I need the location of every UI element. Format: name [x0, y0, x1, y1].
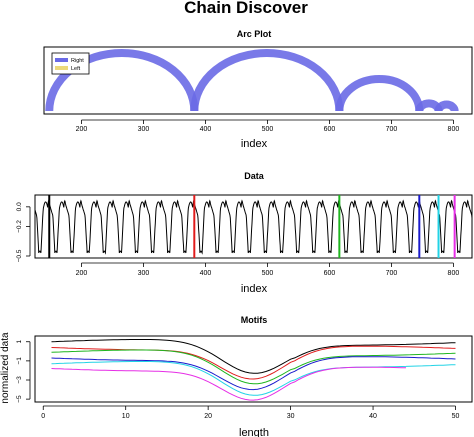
arc-legend: Right Left: [51, 52, 90, 75]
data-x-tick-label: 200: [76, 270, 88, 277]
arc-x-tick-label: 800: [448, 126, 460, 133]
arc-x-tick-label: 300: [138, 126, 150, 133]
arc-2: [335, 75, 424, 112]
data-y-tick-label: −0.5: [16, 249, 23, 262]
motifs-x-tick-label: 30: [287, 413, 295, 420]
data-x-tick-label: 300: [138, 270, 150, 277]
motifs-xlabel: length: [239, 427, 269, 437]
arc-4: [434, 100, 459, 112]
data-frame: [34, 194, 473, 259]
motifs-axes: 0 10 20 30 40 50 1 −1 −3 −5: [16, 340, 460, 420]
motifs-x-tick-label: 0: [41, 413, 45, 420]
motifs-panel: Motifs 0 10 20 30 40 50 1 −1 −3 −5 length normali…: [0, 315, 473, 437]
arc-plot-frame: [43, 46, 473, 115]
data-x-tick-label: 600: [324, 270, 336, 277]
data-x-tick-label: 500: [262, 270, 274, 277]
motifs-x-tick-label: 20: [204, 413, 212, 420]
arc-layer: [45, 49, 459, 112]
arc-plot-title: Arc Plot: [237, 29, 272, 39]
motif-line-0: [51, 339, 456, 374]
motifs-x-tick-label: 50: [452, 413, 460, 420]
motifs-x-tick-label: 40: [369, 413, 377, 420]
motif-line-1: [51, 345, 456, 380]
motif-line-2: [51, 349, 456, 385]
data-y-tick-label: −0.2: [16, 220, 23, 233]
arc-x-tick-label: 200: [76, 126, 88, 133]
motifs-y-tick-label: −3: [16, 376, 23, 384]
motifs-frame: [34, 335, 473, 403]
arc-plot-x-axis: 200 300 400 500 600 700 800: [76, 119, 460, 133]
data-xlabel: index: [241, 283, 268, 295]
data-x-tick-label: 400: [200, 270, 212, 277]
motif-line-5: [51, 366, 407, 401]
data-x-tick-label: 800: [448, 270, 460, 277]
data-title: Data: [244, 171, 265, 181]
chain-markers: [48, 195, 456, 258]
data-series-line: [34, 199, 473, 255]
arc-0: [45, 49, 199, 112]
arc-x-tick-label: 400: [200, 126, 212, 133]
motif-line-4: [51, 361, 456, 396]
motifs-ylabel: normalized data: [0, 332, 11, 404]
legend-left-label: Left: [71, 66, 81, 72]
motifs-x-tick-label: 10: [122, 413, 130, 420]
arc-1: [190, 49, 344, 112]
data-x-tick-label: 700: [386, 270, 398, 277]
data-panel: Data 200 300 400 500 600 700 800 0.0 −0.2 −0.5 in…: [16, 171, 473, 295]
arc-plot-xlabel: index: [241, 138, 268, 150]
legend-right-label: Right: [71, 58, 84, 64]
motifs-y-tick-label: −5: [16, 395, 23, 403]
arc-x-tick-label: 700: [386, 126, 398, 133]
motifs-y-tick-label: 1: [16, 340, 23, 344]
data-y-tick-label: 0.0: [16, 202, 23, 211]
data-axes: 200 300 400 500 600 700 800 0.0 −0.2 −0.5: [16, 202, 459, 277]
arc-x-tick-label: 600: [324, 126, 336, 133]
motif-series: [51, 339, 456, 401]
arc-x-tick-label: 500: [262, 126, 274, 133]
arc-plot-panel: Arc Plot Right Left 200 300 400 500 600 700 80…: [43, 29, 473, 150]
figure-title: Chain Discover: [184, 0, 308, 17]
motif-line-3: [51, 356, 456, 391]
motifs-title: Motifs: [241, 315, 268, 325]
motifs-y-tick-label: −1: [16, 357, 23, 365]
